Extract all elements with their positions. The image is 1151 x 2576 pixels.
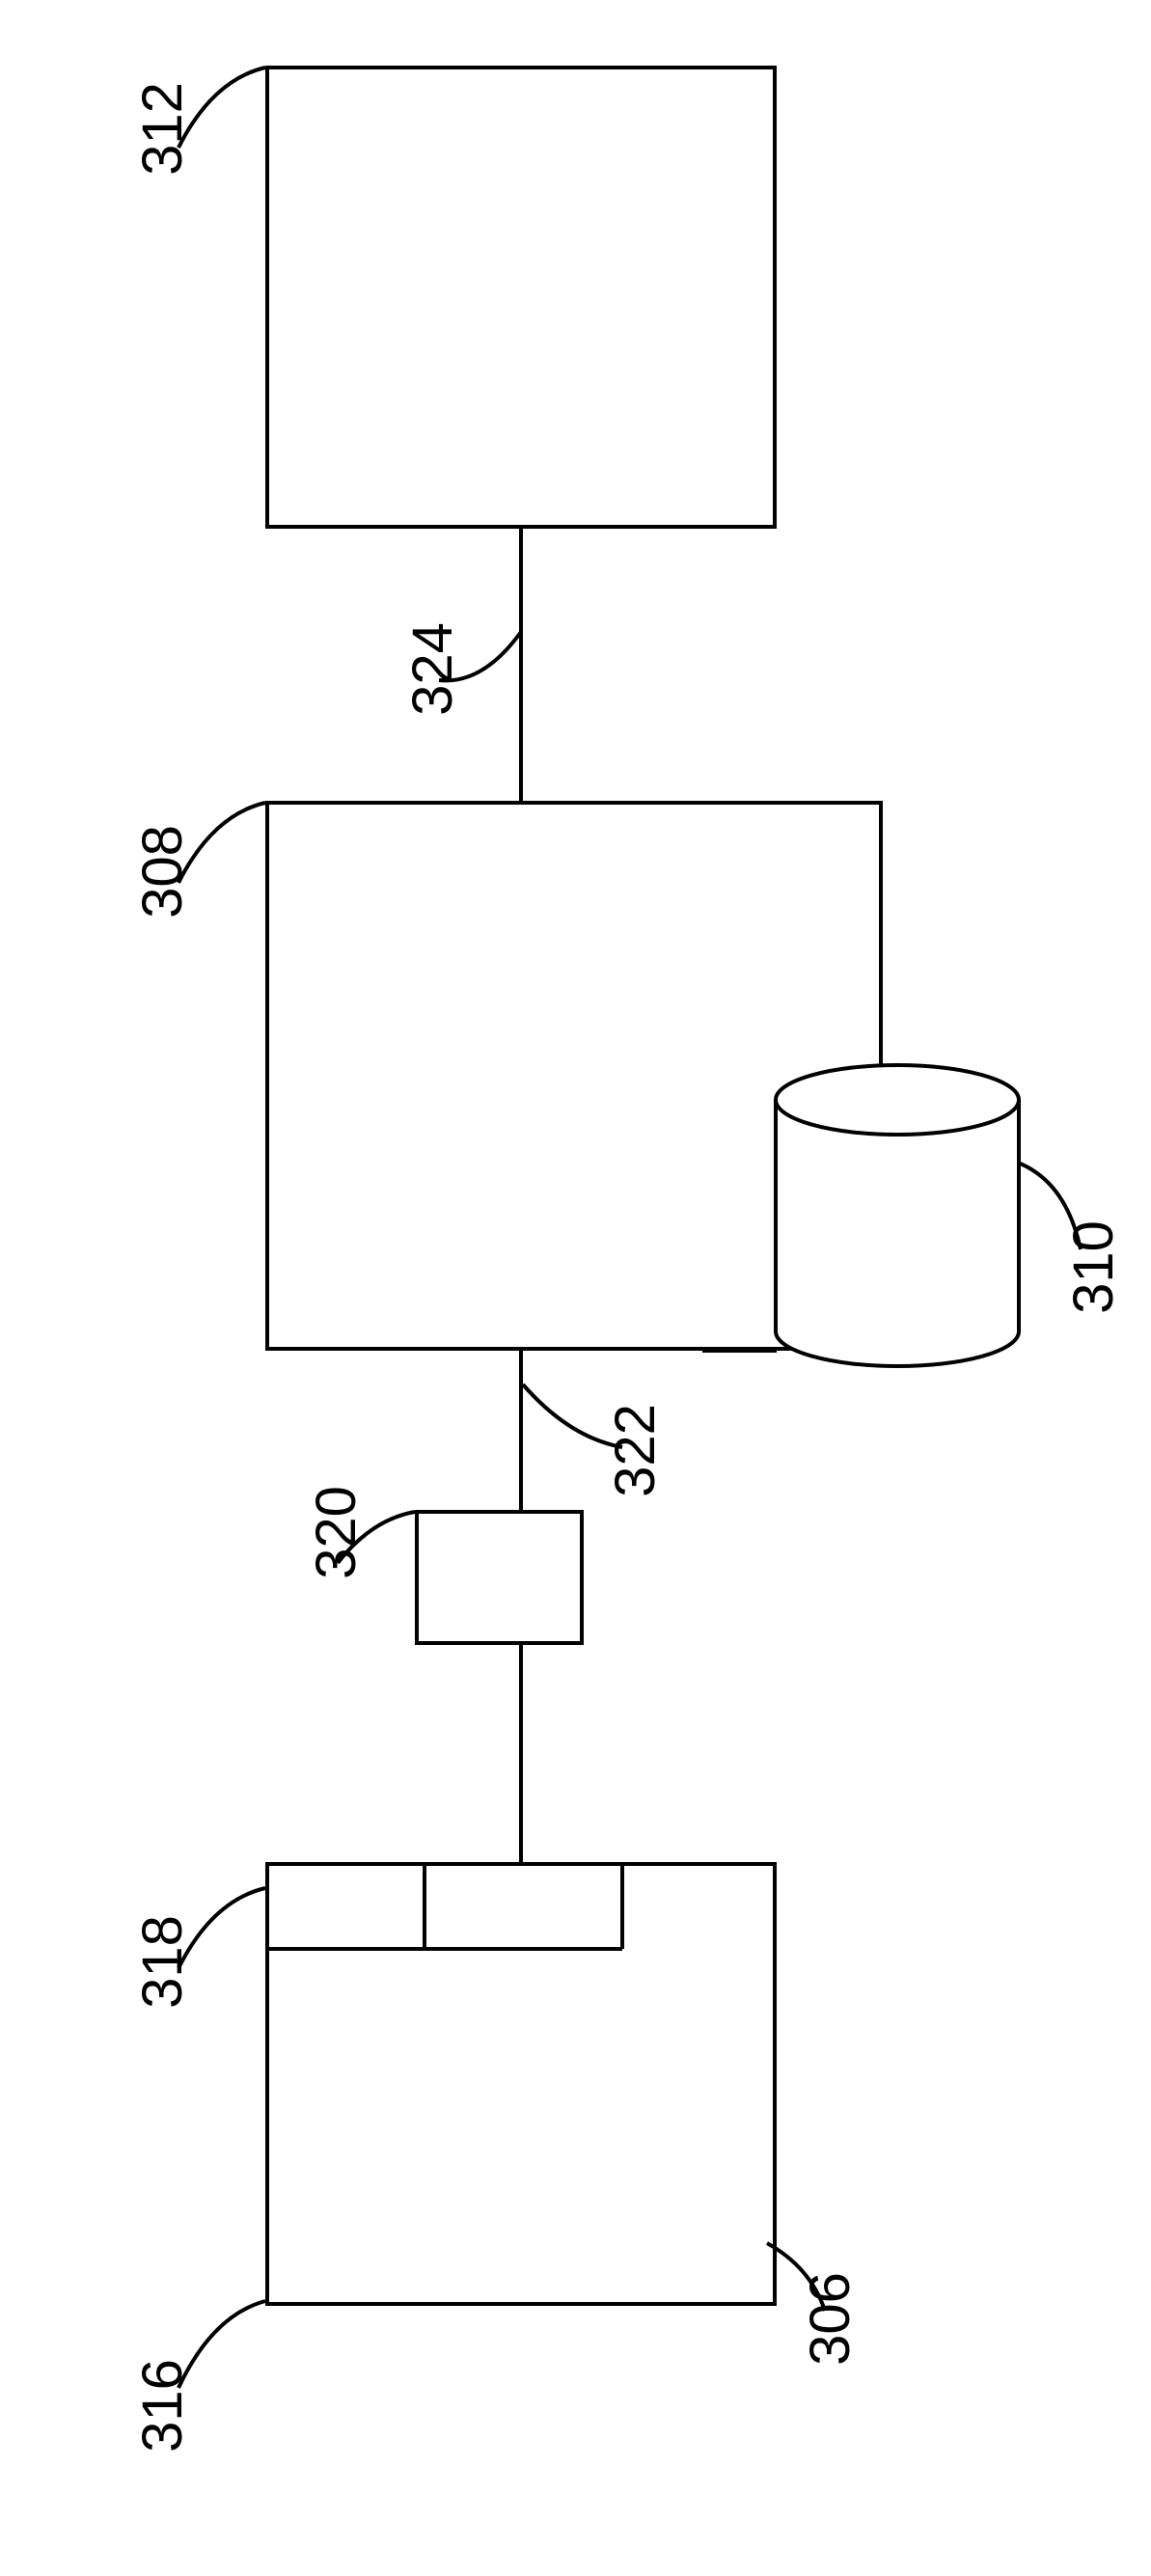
leader-310 [1013,1158,1100,1254]
leader-306 [762,2238,844,2316]
cylinder-310 [772,1061,1023,1370]
leader-308 [174,801,270,888]
block-diagram: 312 324 308 310 322 320 [0,0,1151,2576]
leader-316 [174,2296,270,2393]
box-320 [415,1510,584,1645]
box-312 [265,66,777,529]
leader-324 [434,627,526,695]
box-306 [265,1862,777,2306]
leader-320 [333,1510,420,1568]
leader-312 [174,66,270,152]
leader-322 [521,1380,627,1466]
leader-318 [174,1886,270,1973]
connector-to-cylinder [702,1349,777,1353]
connector-320-306 [519,1645,523,1862]
